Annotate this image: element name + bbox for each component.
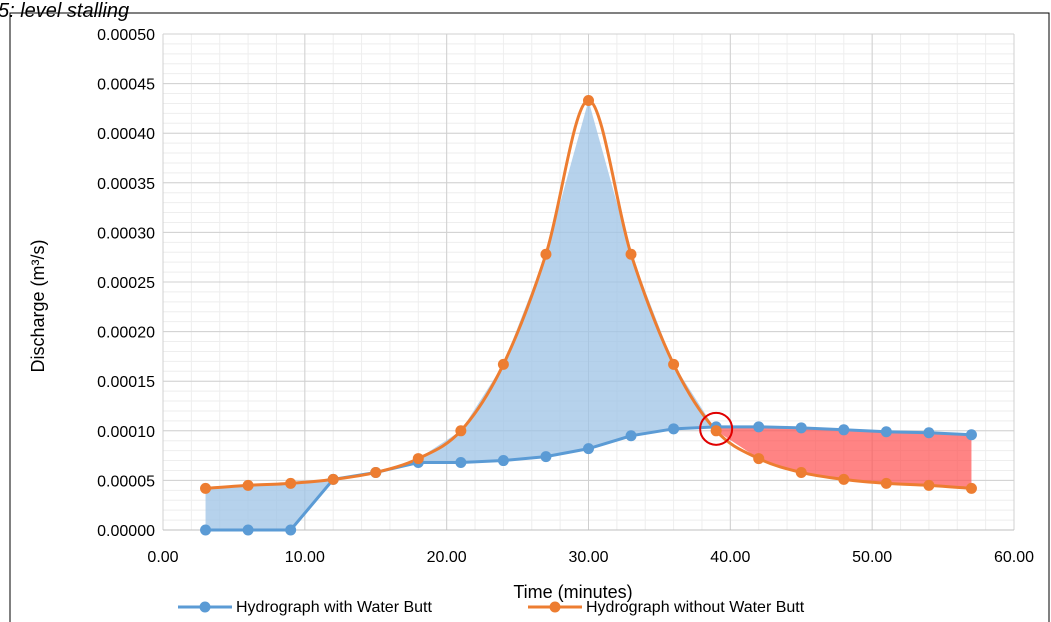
data-point-without-water-butt <box>668 358 680 370</box>
data-point-without-water-butt <box>838 473 850 485</box>
data-point-without-water-butt <box>455 425 467 437</box>
y-tick-label: 0.00005 <box>97 473 155 490</box>
shaded-areas <box>205 100 972 531</box>
y-tick-label: 0.00035 <box>97 176 155 193</box>
data-point-without-water-butt <box>242 479 254 491</box>
data-point-with-water-butt <box>625 430 637 442</box>
data-point-with-water-butt <box>753 421 765 433</box>
data-point-without-water-butt <box>710 425 722 437</box>
x-tick-label: 10.00 <box>285 549 325 566</box>
axes: 0.00 10.00 20.00 30.00 40.00 50.00 60.00 0.0000… <box>97 27 1034 566</box>
y-axis-title: Discharge (m³/s) <box>28 239 48 372</box>
data-point-with-water-butt <box>668 423 680 435</box>
series-lines <box>200 94 977 536</box>
data-point-without-water-butt <box>923 479 935 491</box>
crossover-highlight-circle <box>699 411 734 446</box>
y-tick-label: 0.00000 <box>97 523 155 540</box>
y-tick-label: 0.00020 <box>97 325 155 342</box>
data-point-with-water-butt <box>285 524 297 536</box>
data-point-with-water-butt <box>838 424 850 436</box>
data-point-without-water-butt <box>583 94 594 106</box>
data-point-without-water-butt <box>412 453 424 465</box>
legend-label: Hydrograph without Water Butt <box>586 599 805 616</box>
data-point-without-water-butt <box>497 358 509 370</box>
x-axis-title: Time (minutes) <box>513 582 632 602</box>
data-point-with-water-butt <box>795 422 807 434</box>
x-tick-label: 50.00 <box>852 549 892 566</box>
data-point-with-water-butt <box>540 451 552 463</box>
data-point-with-water-butt <box>455 457 467 469</box>
shade-tail-area <box>716 426 972 489</box>
data-point-without-water-butt <box>540 248 552 260</box>
data-point-with-water-butt <box>965 429 977 441</box>
data-point-with-water-butt <box>242 524 254 536</box>
y-tick-label: 0.00010 <box>97 424 155 441</box>
y-tick-label: 0.00050 <box>97 27 155 44</box>
data-point-with-water-butt <box>200 524 212 536</box>
y-tick-label: 0.00015 <box>97 374 155 391</box>
x-tick-label: 0.00 <box>147 549 178 566</box>
x-tick-label: 60.00 <box>994 549 1034 566</box>
shade-peak-area <box>205 100 717 531</box>
y-tick-label: 0.00030 <box>97 225 155 242</box>
legend: Hydrograph with Water Butt Hydrograph wit… <box>178 599 805 616</box>
data-point-without-water-butt <box>370 466 382 478</box>
data-point-with-water-butt <box>583 443 594 455</box>
data-point-without-water-butt <box>200 482 212 494</box>
data-point-with-water-butt <box>497 455 509 467</box>
legend-marker-dot <box>199 601 211 613</box>
x-tick-label: 20.00 <box>427 549 467 566</box>
y-tick-label: 0.00025 <box>97 275 155 292</box>
chart-border <box>9 12 1050 622</box>
legend-marker-dot <box>549 601 561 613</box>
data-point-with-water-butt <box>923 427 935 439</box>
legend-label: Hydrograph with Water Butt <box>236 599 432 616</box>
data-point-without-water-butt <box>625 248 637 260</box>
y-tick-label: 0.00040 <box>97 126 155 143</box>
data-point-without-water-butt <box>795 466 807 478</box>
data-point-without-water-butt <box>965 482 977 494</box>
x-tick-label: 40.00 <box>710 549 750 566</box>
data-point-without-water-butt <box>285 477 297 489</box>
data-point-without-water-butt <box>327 473 339 485</box>
header-fragment: 5: level stalling <box>0 0 129 22</box>
x-tick-label: 30.00 <box>568 549 608 566</box>
y-tick-label: 0.00045 <box>97 77 155 94</box>
data-point-without-water-butt <box>753 453 765 465</box>
data-point-with-water-butt <box>880 426 892 438</box>
data-point-without-water-butt <box>880 477 892 489</box>
annotations <box>699 411 734 446</box>
